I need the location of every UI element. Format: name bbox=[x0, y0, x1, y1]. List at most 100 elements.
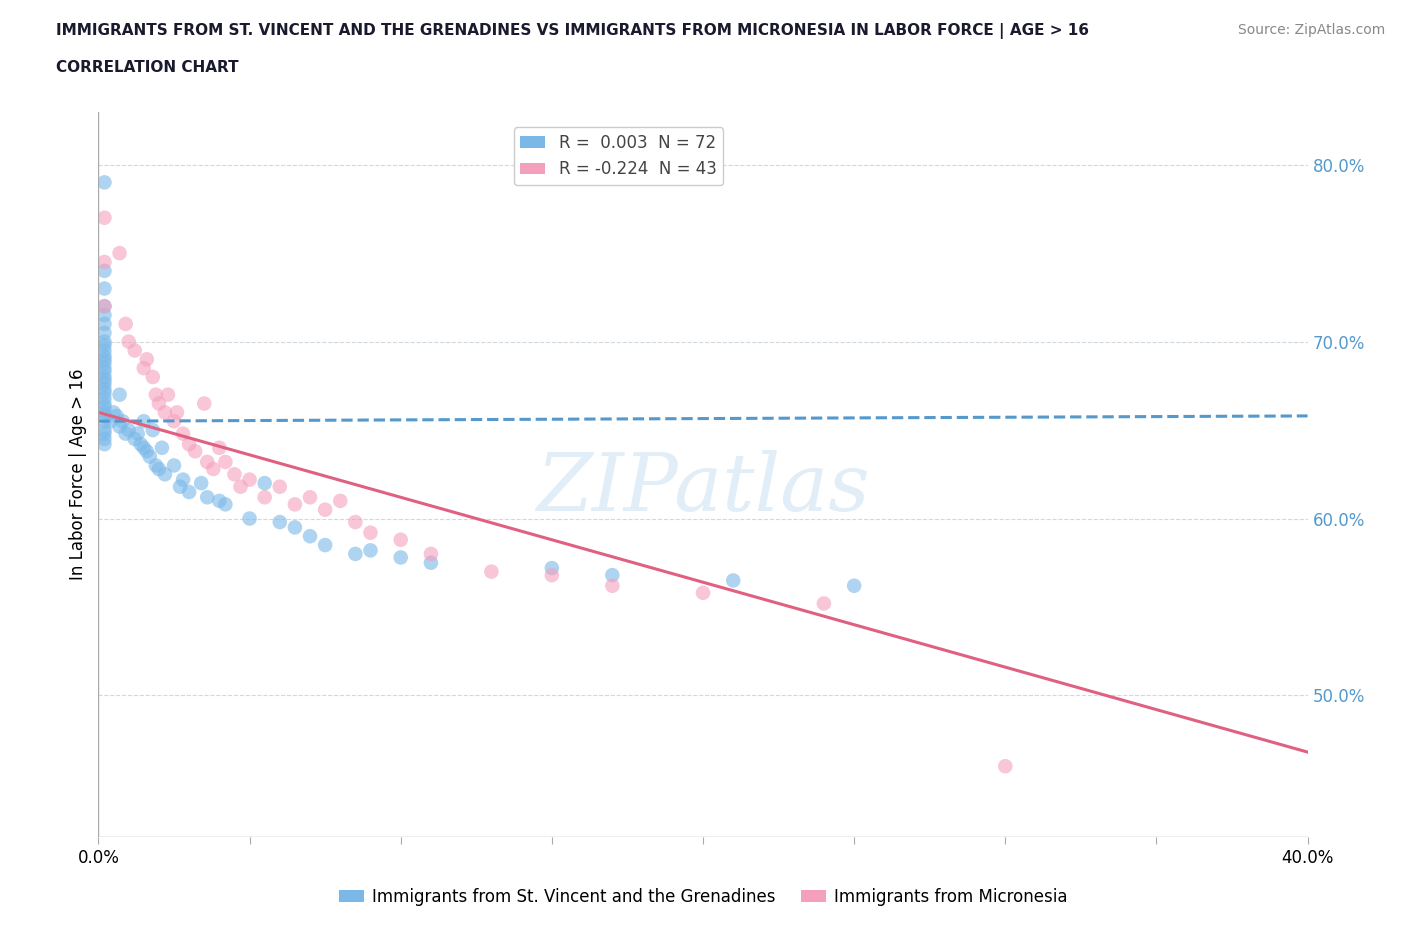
Point bbox=[344, 514, 367, 529]
Point bbox=[723, 573, 745, 588]
Point bbox=[540, 561, 562, 576]
Point bbox=[127, 426, 149, 441]
Point bbox=[299, 490, 322, 505]
Point bbox=[284, 520, 307, 535]
Text: CORRELATION CHART: CORRELATION CHART bbox=[56, 60, 239, 75]
Text: ZIPatlas: ZIPatlas bbox=[536, 450, 870, 527]
Point bbox=[150, 440, 173, 455]
Point bbox=[135, 444, 157, 458]
Point bbox=[93, 369, 115, 384]
Point bbox=[93, 405, 115, 419]
Point bbox=[602, 578, 624, 593]
Point bbox=[420, 555, 443, 570]
Point bbox=[108, 419, 131, 434]
Point bbox=[93, 400, 115, 415]
Point bbox=[124, 343, 146, 358]
Point bbox=[253, 490, 276, 505]
Point bbox=[195, 455, 218, 470]
Point bbox=[148, 461, 170, 476]
Y-axis label: In Labor Force | Age > 16: In Labor Force | Age > 16 bbox=[69, 368, 87, 580]
Point bbox=[214, 497, 236, 512]
Point bbox=[166, 405, 188, 419]
Point bbox=[93, 396, 115, 411]
Point bbox=[208, 440, 231, 455]
Point bbox=[139, 449, 162, 464]
Point bbox=[93, 175, 115, 190]
Point bbox=[93, 281, 115, 296]
Point bbox=[93, 299, 115, 313]
Point bbox=[692, 585, 714, 600]
Point bbox=[389, 550, 412, 565]
Point bbox=[253, 476, 276, 491]
Point bbox=[93, 326, 115, 340]
Point bbox=[93, 391, 115, 405]
Point bbox=[93, 338, 115, 352]
Point bbox=[602, 567, 624, 582]
Point bbox=[100, 414, 122, 429]
Point bbox=[420, 547, 443, 562]
Point bbox=[105, 408, 128, 423]
Point bbox=[239, 472, 262, 487]
Point bbox=[135, 352, 157, 366]
Point bbox=[481, 565, 503, 579]
Point bbox=[93, 432, 115, 446]
Point bbox=[93, 355, 115, 370]
Point bbox=[314, 538, 336, 552]
Point bbox=[129, 437, 152, 452]
Point bbox=[163, 458, 186, 472]
Point bbox=[360, 525, 382, 540]
Point bbox=[93, 422, 115, 437]
Point bbox=[103, 405, 125, 419]
Point bbox=[314, 502, 336, 517]
Point bbox=[179, 437, 201, 452]
Point bbox=[284, 497, 307, 512]
Point bbox=[132, 440, 155, 455]
Point bbox=[299, 529, 322, 544]
Point bbox=[142, 369, 165, 384]
Point bbox=[202, 461, 225, 476]
Point bbox=[114, 426, 136, 441]
Point bbox=[111, 414, 134, 429]
Point bbox=[163, 414, 186, 429]
Point bbox=[145, 458, 167, 472]
Point bbox=[132, 361, 155, 376]
Point bbox=[179, 485, 201, 499]
Point bbox=[93, 437, 115, 452]
Point bbox=[93, 210, 115, 225]
Point bbox=[239, 512, 262, 526]
Point bbox=[269, 514, 291, 529]
Point bbox=[93, 334, 115, 349]
Point bbox=[208, 494, 231, 509]
Point bbox=[224, 467, 246, 482]
Point bbox=[169, 479, 191, 494]
Point bbox=[142, 422, 165, 437]
Point bbox=[360, 543, 382, 558]
Point bbox=[540, 567, 562, 582]
Point bbox=[229, 479, 252, 494]
Point bbox=[153, 405, 176, 419]
Point bbox=[118, 334, 141, 349]
Point bbox=[93, 377, 115, 392]
Point bbox=[195, 490, 218, 505]
Point bbox=[93, 349, 115, 364]
Point bbox=[114, 316, 136, 331]
Point bbox=[93, 373, 115, 388]
Point bbox=[172, 472, 194, 487]
Point bbox=[108, 246, 131, 260]
Point bbox=[93, 299, 115, 313]
Point bbox=[184, 444, 207, 458]
Point bbox=[193, 396, 215, 411]
Point bbox=[389, 532, 412, 547]
Point bbox=[93, 361, 115, 376]
Point bbox=[93, 414, 115, 429]
Point bbox=[93, 255, 115, 270]
Point bbox=[269, 479, 291, 494]
Legend: Immigrants from St. Vincent and the Grenadines, Immigrants from Micronesia: Immigrants from St. Vincent and the Gren… bbox=[332, 881, 1074, 912]
Point bbox=[118, 422, 141, 437]
Point bbox=[93, 385, 115, 400]
Point bbox=[93, 308, 115, 323]
Point bbox=[813, 596, 835, 611]
Point bbox=[108, 387, 131, 402]
Point bbox=[93, 352, 115, 366]
Point bbox=[93, 382, 115, 397]
